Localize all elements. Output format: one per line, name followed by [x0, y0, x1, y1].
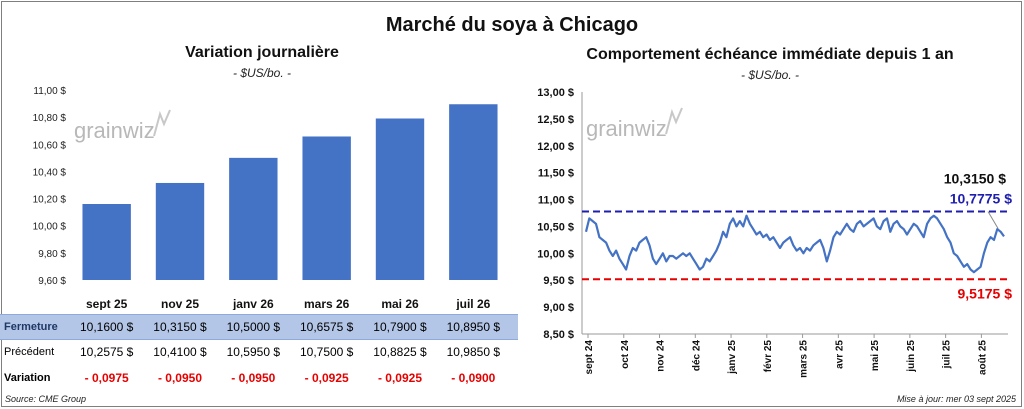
y-tick-label: 9,80 $ [38, 249, 66, 260]
table-cell: - 0,0925 [304, 371, 349, 385]
x-tick-label: avr 25 [834, 340, 845, 369]
y-tick-label: 9,60 $ [38, 276, 66, 287]
table-cell: 10,5950 $ [226, 345, 281, 359]
row-label: Précédent [4, 346, 55, 358]
x-tick-label: janv 25 [727, 340, 738, 375]
watermark-text: grainwiz [586, 116, 667, 141]
watermark-mark [665, 107, 683, 135]
x-tick-label: mai 25 [870, 340, 881, 372]
y-tick-label: 12,50 $ [537, 114, 574, 126]
y-tick-label: 10,00 $ [537, 248, 574, 260]
y-tick-label: 12,00 $ [537, 141, 574, 153]
bar [229, 157, 278, 280]
table-cell: - 0,0975 [84, 371, 129, 385]
table-row: Variation - 0,0975 - 0,0950 - 0,0950 - 0,092… [0, 366, 518, 390]
table-cell: 10,6575 $ [299, 320, 354, 334]
table-cell: 10,3150 $ [153, 320, 207, 334]
y-tick-label: 10,80 $ [33, 113, 67, 124]
page-title: Marché du soya à Chicago [385, 14, 639, 36]
watermark-mark [153, 109, 171, 137]
bar [302, 136, 351, 280]
x-tick-label: juin 25 [906, 340, 917, 373]
y-tick-label: 9,00 $ [543, 302, 574, 314]
y-tick-label: 10,20 $ [33, 195, 67, 206]
x-tick-label: févr 25 [763, 340, 774, 373]
y-tick-label: 13,00 $ [537, 87, 574, 99]
y-tick-label: 8,50 $ [543, 329, 574, 341]
bar [155, 182, 205, 280]
x-tick-label: juil 26 [455, 297, 490, 310]
y-tick-label: 10,00 $ [33, 222, 67, 233]
x-tick-label: juil 25 [942, 340, 953, 370]
x-tick-label: sept 25 [86, 297, 128, 310]
bar [449, 104, 498, 280]
y-tick-label: 10,60 $ [33, 140, 67, 151]
table-cell: 10,1600 $ [79, 320, 134, 334]
y-tick-label: 10,40 $ [33, 167, 67, 178]
price-series-line [584, 214, 1005, 274]
x-tick-label: oct 24 [620, 340, 631, 369]
y-tick-label: 11,00 $ [538, 195, 574, 207]
table-cell: 10,7900 $ [373, 320, 427, 334]
left-chart-title: Variation journalière [185, 44, 339, 61]
left-chart-unit: - $US/bo. - [232, 66, 292, 80]
x-tick-label: nov 24 [656, 340, 667, 372]
x-tick-label: mars 25 [799, 340, 810, 378]
bar-chart: grainwiz 9,60 $ 9,80 $ 10,00 $ 10,20 $ 10,40 … [33, 86, 498, 310]
table-row: Fermeture 10,1600 $ 10,3150 $ 10,5000 $ 10,6… [0, 314, 518, 340]
low-value-label: 9,5175 $ [958, 285, 1013, 301]
x-tick-label: mai 26 [381, 297, 419, 310]
bar [82, 204, 131, 280]
row-label: Fermeture [4, 321, 58, 333]
high-value-label: 10,7775 $ [950, 191, 1012, 207]
y-tick-label: 9,50 $ [543, 275, 574, 287]
table-cell: 10,2575 $ [79, 345, 134, 359]
watermark-text: grainwiz [74, 118, 155, 143]
right-chart-unit: - $US/bo. - [740, 68, 800, 82]
line-chart: grainwiz 8,50 $ 9,00 $ 9,50 $ 10,00 $ 10,50 $… [537, 87, 1013, 378]
right-chart-title: Comportement échéance immédiate depuis 1… [586, 46, 954, 63]
row-label: Variation [4, 372, 51, 384]
x-tick-label: déc 24 [691, 340, 702, 372]
y-tick-label: 10,50 $ [537, 221, 574, 233]
table-cell: 10,5000 $ [226, 320, 281, 334]
table-cell: - 0,0950 [157, 371, 203, 385]
source-note: Source: CME Group [5, 394, 87, 404]
x-tick-label: sept 24 [584, 340, 595, 375]
table-cell: 10,4100 $ [153, 345, 207, 359]
table-cell: 10,9850 $ [446, 345, 501, 359]
update-note: Mise à jour: mer 03 sept 2025 [896, 394, 1016, 404]
y-tick-label: 11,50 $ [538, 168, 574, 180]
table-cell: 10,7500 $ [299, 345, 354, 359]
table-row: Précédent 10,2575 $ 10,4100 $ 10,5950 $ 10,7… [0, 340, 518, 364]
last-leader [987, 211, 999, 229]
x-tick-label: août 25 [977, 340, 988, 375]
y-tick-label: 11,00 $ [33, 86, 66, 97]
last-value-label: 10,3150 $ [944, 170, 1006, 186]
table-cell: 10,8825 $ [373, 345, 427, 359]
x-tick-label: mars 26 [304, 297, 350, 310]
table-cell: - 0,0925 [377, 371, 423, 385]
table-cell: - 0,0900 [451, 371, 496, 385]
x-tick-label: nov 25 [161, 297, 199, 310]
table-cell: - 0,0950 [231, 371, 276, 385]
table-cell: 10,8950 $ [446, 320, 501, 334]
x-tick-label: janv 26 [232, 297, 274, 310]
bar [375, 118, 425, 280]
